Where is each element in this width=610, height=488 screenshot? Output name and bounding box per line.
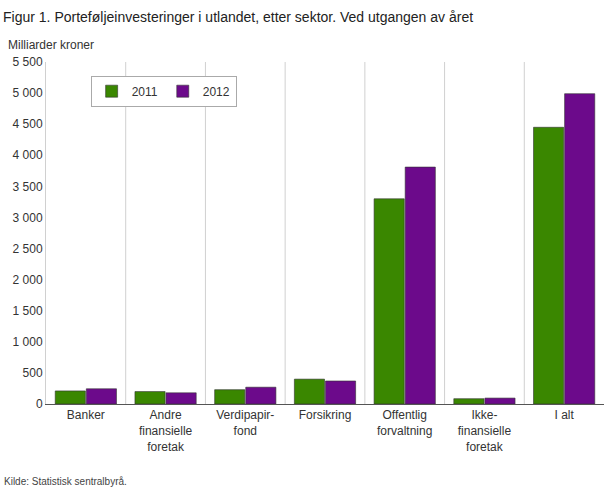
svg-text:2012: 2012 — [203, 85, 230, 99]
svg-text:Andrefinansielleforetak: Andrefinansielleforetak — [139, 408, 193, 453]
svg-text:1 500: 1 500 — [13, 304, 43, 318]
svg-text:Ikke-finansielleforetak: Ikke-finansielleforetak — [458, 408, 512, 453]
svg-text:Banker: Banker — [67, 408, 105, 422]
svg-text:I alt: I alt — [554, 408, 574, 422]
svg-text:Offentligforvaltning: Offentligforvaltning — [377, 408, 432, 438]
svg-text:4 500: 4 500 — [13, 117, 43, 131]
svg-text:5 500: 5 500 — [13, 55, 43, 69]
svg-text:Forsikring: Forsikring — [299, 408, 352, 422]
svg-text:1 000: 1 000 — [13, 335, 43, 349]
svg-text:Milliarder kroner: Milliarder kroner — [8, 38, 94, 52]
svg-text:2 500: 2 500 — [13, 242, 43, 256]
svg-text:2 000: 2 000 — [13, 273, 43, 287]
svg-text:3 000: 3 000 — [13, 211, 43, 225]
svg-text:Figur 1. Porteføljeinvestering: Figur 1. Porteføljeinvesteringer i utlan… — [3, 9, 473, 25]
svg-text:4 000: 4 000 — [13, 148, 43, 162]
svg-text:Kilde: Statistisk sentralbyrå.: Kilde: Statistisk sentralbyrå. — [4, 476, 127, 487]
svg-text:500: 500 — [23, 366, 43, 380]
svg-text:2011: 2011 — [132, 85, 158, 99]
svg-text:3 500: 3 500 — [13, 180, 43, 194]
svg-text:5 000: 5 000 — [13, 86, 43, 100]
svg-text:0: 0 — [36, 397, 43, 411]
svg-text:Verdipapir-fond: Verdipapir-fond — [216, 408, 274, 438]
